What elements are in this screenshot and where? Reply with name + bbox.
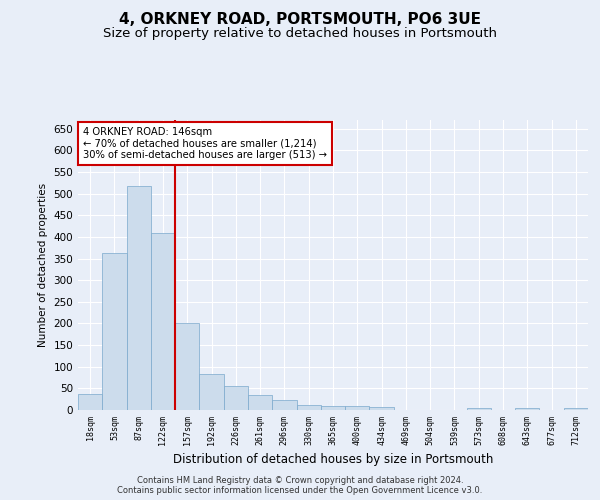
Y-axis label: Number of detached properties: Number of detached properties [38, 183, 48, 347]
Text: Size of property relative to detached houses in Portsmouth: Size of property relative to detached ho… [103, 28, 497, 40]
Bar [78, 394, 102, 410]
Bar [296, 405, 321, 410]
Bar [370, 406, 394, 410]
Bar [175, 323, 199, 410]
Bar [127, 186, 151, 410]
Bar [151, 232, 175, 410]
Bar [564, 408, 588, 410]
Bar [272, 400, 296, 410]
Bar [345, 406, 370, 410]
Bar [515, 408, 539, 410]
Text: Contains HM Land Registry data © Crown copyright and database right 2024.
Contai: Contains HM Land Registry data © Crown c… [118, 476, 482, 495]
Text: 4 ORKNEY ROAD: 146sqm
← 70% of detached houses are smaller (1,214)
30% of semi-d: 4 ORKNEY ROAD: 146sqm ← 70% of detached … [83, 127, 327, 160]
Bar [321, 406, 345, 410]
Bar [248, 395, 272, 410]
Text: 4, ORKNEY ROAD, PORTSMOUTH, PO6 3UE: 4, ORKNEY ROAD, PORTSMOUTH, PO6 3UE [119, 12, 481, 28]
Bar [467, 408, 491, 410]
Bar [102, 253, 127, 410]
Bar [199, 374, 224, 410]
Bar [224, 386, 248, 410]
X-axis label: Distribution of detached houses by size in Portsmouth: Distribution of detached houses by size … [173, 453, 493, 466]
